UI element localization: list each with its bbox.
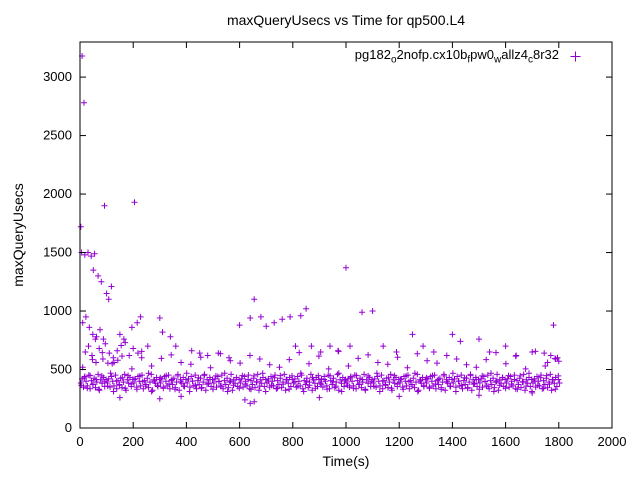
y-tick-label: 500 bbox=[50, 362, 72, 377]
data-points bbox=[77, 53, 563, 407]
y-tick-label: 2500 bbox=[43, 128, 72, 143]
x-tick-label: 1000 bbox=[332, 434, 361, 449]
x-tick-label: 800 bbox=[282, 434, 304, 449]
x-tick-label: 1400 bbox=[438, 434, 467, 449]
legend-label-segment: 2nofp.cx10b bbox=[396, 47, 468, 62]
legend-label-subscript: f bbox=[467, 54, 471, 66]
x-tick-label: 1800 bbox=[544, 434, 573, 449]
x-tick-label: 400 bbox=[176, 434, 198, 449]
legend-label-segment: pw0 bbox=[470, 47, 494, 62]
x-tick-label: 2000 bbox=[598, 434, 627, 449]
x-axis-label: Time(s) bbox=[322, 453, 370, 469]
legend-label-segment: allz4 bbox=[501, 47, 528, 62]
y-tick-label: 0 bbox=[65, 420, 72, 435]
legend-label: pg182o2nofp.cx10bfpw0wallz4c8r32 bbox=[355, 47, 559, 66]
legend-label-subscript: w bbox=[493, 54, 502, 66]
legend-label-subscript: c bbox=[527, 54, 533, 66]
y-tick-label: 1500 bbox=[43, 245, 72, 260]
legend-label-segment: 8r32 bbox=[532, 47, 559, 62]
legend-label-subscript: o bbox=[390, 54, 397, 66]
y-tick-label: 1000 bbox=[43, 303, 72, 318]
plus-marker-icon bbox=[570, 51, 581, 62]
y-tick-label: 3000 bbox=[43, 69, 72, 84]
legend: pg182o2nofp.cx10bfpw0wallz4c8r32 bbox=[355, 47, 582, 66]
chart-title: maxQueryUsecs vs Time for qp500.L4 bbox=[226, 12, 466, 28]
y-tick-label: 2000 bbox=[43, 186, 72, 201]
x-tick-label: 1600 bbox=[491, 434, 520, 449]
x-tick-label: 1200 bbox=[385, 434, 414, 449]
plot-border bbox=[79, 41, 613, 429]
x-tick-label: 200 bbox=[122, 434, 144, 449]
legend-label-segment: pg182 bbox=[354, 47, 391, 62]
x-tick-label: 600 bbox=[229, 434, 251, 449]
x-tick-label: 0 bbox=[76, 434, 83, 449]
